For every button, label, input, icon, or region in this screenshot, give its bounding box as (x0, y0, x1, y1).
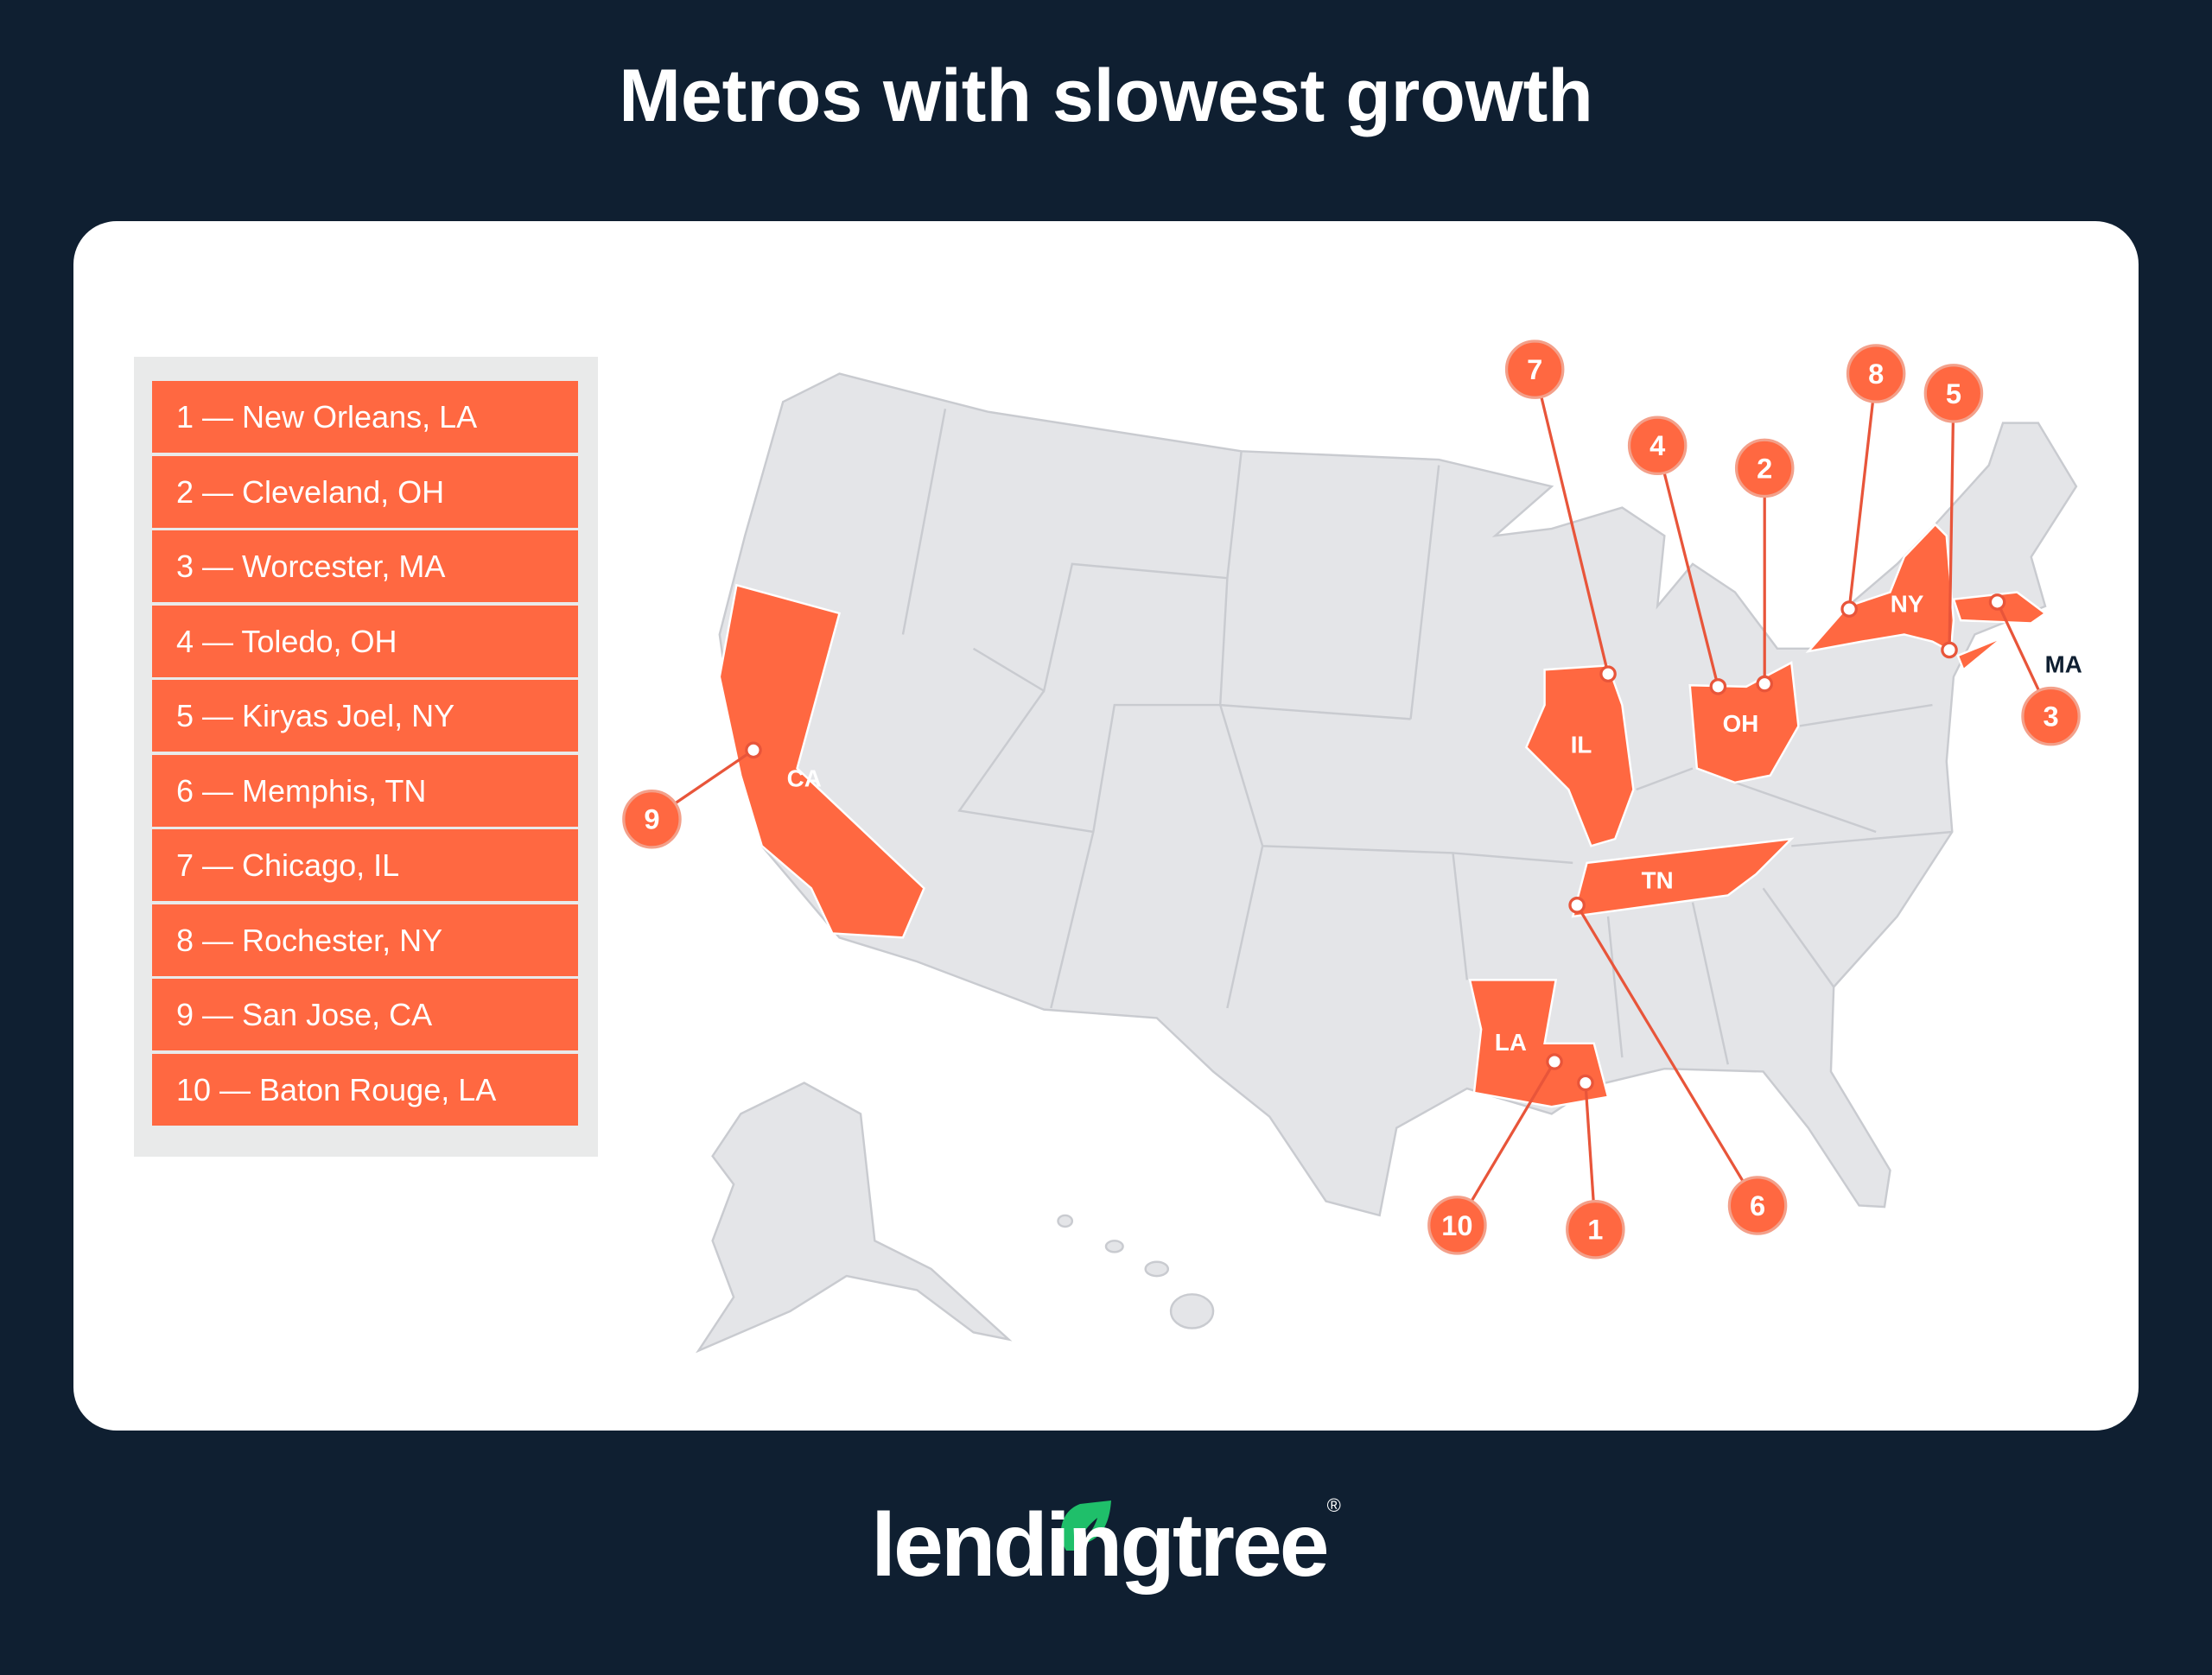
legend-item: 8 — Rochester, NY (152, 904, 578, 976)
metro-dot (1709, 678, 1727, 695)
legend-item: 5 — Kiryas Joel, NY (152, 680, 578, 752)
legend-item: 10 — Baton Rouge, LA (152, 1053, 578, 1126)
state-il (1524, 664, 1635, 847)
pin-badge (1727, 1176, 1788, 1235)
pin-leader-line (1656, 445, 1719, 688)
pin-badge (622, 790, 682, 849)
pin-badge (1427, 1196, 1487, 1255)
pin-badge (2021, 686, 2081, 746)
metro-dot (1756, 675, 1774, 693)
label-ny: NY (1891, 590, 1924, 617)
pin-9: 9 (622, 741, 762, 849)
pin-number: 6 (1750, 1190, 1765, 1221)
pin-badge (1566, 1199, 1625, 1259)
leaf-logo-icon (1060, 1501, 1111, 1551)
pin-badge (1504, 339, 1565, 399)
pin-number: 8 (1868, 358, 1884, 390)
pin-number: 2 (1757, 452, 1772, 484)
pin-6: 6 (1568, 897, 1788, 1235)
pin-leader-line (1533, 369, 1610, 675)
alaska (696, 1082, 1013, 1354)
metro-dot (1577, 1074, 1594, 1092)
pin-leader-line (1456, 1061, 1556, 1227)
metro-dot (1988, 593, 2006, 611)
pin-leader-line (1948, 393, 1955, 650)
metro-dot (1546, 1053, 1563, 1070)
legend-item: 3 — Worcester, MA (152, 530, 578, 602)
metro-dot (1840, 600, 1858, 618)
label-ca: CA (787, 765, 822, 792)
hawaii (1169, 1293, 1215, 1329)
legend-item: 2 — Cleveland, OH (152, 455, 578, 528)
pin-number: 3 (2043, 701, 2058, 733)
page-title: Metros with slowest growth (619, 54, 1593, 137)
pin-1: 1 (1566, 1074, 1625, 1259)
pin-badge (1846, 344, 1906, 403)
legend-item: 6 — Memphis, TN (152, 754, 578, 827)
legend-item: 4 — Toledo, OH (152, 605, 578, 677)
pin-5: 5 (1923, 364, 1984, 659)
label-oh: OH (1723, 710, 1759, 737)
metro-dot (1941, 641, 1958, 659)
metro-dot (745, 741, 762, 759)
pin-7: 7 (1504, 339, 1617, 682)
legend-item: 9 — San Jose, CA (152, 979, 578, 1050)
pin-2: 2 (1734, 438, 1795, 693)
pin-4: 4 (1627, 416, 1727, 695)
label-tn: TN (1642, 866, 1674, 893)
pin-badge (1923, 364, 1984, 423)
pin-number: 5 (1946, 378, 1961, 409)
label-la: LA (1495, 1029, 1527, 1056)
pin-number: 7 (1527, 353, 1542, 385)
state-ca (718, 583, 925, 939)
metro-dot (1599, 665, 1617, 682)
pin-number: 9 (644, 803, 659, 835)
pin-number: 1 (1587, 1214, 1603, 1246)
pin-8: 8 (1840, 344, 1906, 618)
legend-item: 1 — New Orleans, LA (152, 381, 578, 453)
pin-10: 10 (1427, 1053, 1563, 1255)
label-ma: MA (2045, 651, 2082, 678)
legend: 1 — New Orleans, LA 2 — Cleveland, OH 3 — … (134, 357, 598, 1157)
pin-badge (1734, 438, 1795, 498)
pin-leader-line (1575, 904, 1759, 1207)
pin-3: 3 (1988, 593, 2081, 746)
pin-number: 4 (1649, 429, 1665, 461)
us-mainland (718, 372, 2078, 1217)
pin-leader-line (1847, 373, 1878, 610)
pin-number: 10 (1441, 1209, 1472, 1241)
state-la (1468, 979, 1610, 1108)
metro-dot (1568, 897, 1586, 914)
label-il: IL (1571, 732, 1592, 758)
pin-badge (1627, 416, 1688, 476)
lendingtree-logo: lendingtree® (871, 1494, 1341, 1596)
legend-item: 7 — Chicago, IL (152, 829, 578, 901)
